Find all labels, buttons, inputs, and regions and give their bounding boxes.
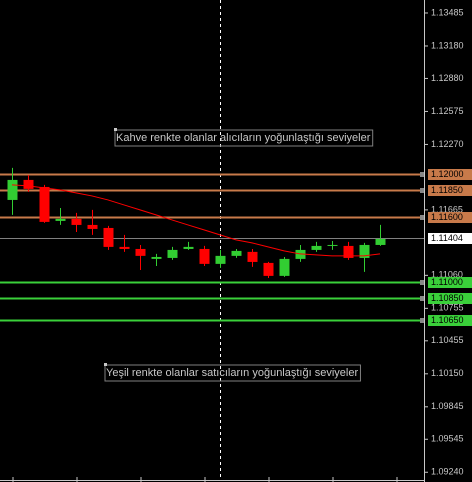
candle-body [247,251,258,262]
y-tick-label: 1.12880 [431,73,464,83]
level-line-label-bg [428,212,472,223]
current-price-line-label-bg [428,233,472,244]
level-marker [420,280,424,285]
level-line-label-bg [428,277,472,288]
annotation-box [104,364,361,382]
level-line-label-bg [428,169,472,180]
candle-body [55,218,66,221]
level-line-label-bg [428,293,472,304]
level-line-label: 1.10850 [431,293,464,303]
y-tick-label: 1.12575 [431,106,464,116]
candle-body [71,218,82,225]
candle-body [23,179,34,189]
y-tick-label: 1.11060 [431,270,463,280]
candle-body [343,245,354,258]
candle-body [263,262,274,276]
level-line-label-bg [428,185,472,196]
candle-body [279,258,290,276]
annotation: Yeşil renkte olanlar satıcıların yoğunla… [106,367,358,379]
candle-body [7,179,18,200]
y-tick-label: 1.10150 [431,368,464,378]
current-price-line-label: 1.11404 [431,233,463,243]
candle-body [231,250,242,256]
candle-body [135,248,146,256]
candle-body [311,245,322,250]
y-tick-label: 1.13180 [431,40,464,50]
level-marker [420,172,424,177]
level-marker [420,318,424,323]
annotation: Kahve renkte olanlar alıcıların yoğunlaş… [116,132,371,144]
level-line-label: 1.10650 [431,315,464,325]
candle-body [375,238,386,245]
level-marker [420,215,424,220]
moving-average [11,184,381,257]
y-tick-label: 1.12270 [431,139,464,149]
level-marker [420,188,424,193]
candle-body [359,244,370,258]
y-tick-label: 1.09545 [431,434,464,444]
candle-body [327,244,338,246]
candle-body [103,227,114,247]
level-line-label-bg [428,315,472,326]
candle-body [199,248,210,264]
level-line-label: 1.12000 [431,169,464,179]
level-line-label: 1.11000 [431,277,463,287]
candle-body [215,255,226,264]
annotation-box [114,129,374,147]
candle-body [167,249,178,258]
candle-body [119,246,130,249]
level-marker [420,296,424,301]
y-tick-label: 1.09240 [431,467,464,477]
candle-body [183,246,194,249]
y-tick-label: 1.11665 [431,204,463,214]
candle-body [87,224,98,229]
level-line-label: 1.11600 [431,212,463,222]
candle-body [151,256,162,259]
annotation-anchor [114,128,117,131]
annotation-anchor [104,363,107,366]
y-tick-label: 1.10755 [431,303,464,313]
level-line-label: 1.11850 [431,185,463,195]
y-tick-label: 1.09845 [431,401,464,411]
candle-body [39,186,50,222]
y-tick-label: 1.10455 [431,335,464,345]
y-tick-label: 1.13485 [431,7,464,17]
